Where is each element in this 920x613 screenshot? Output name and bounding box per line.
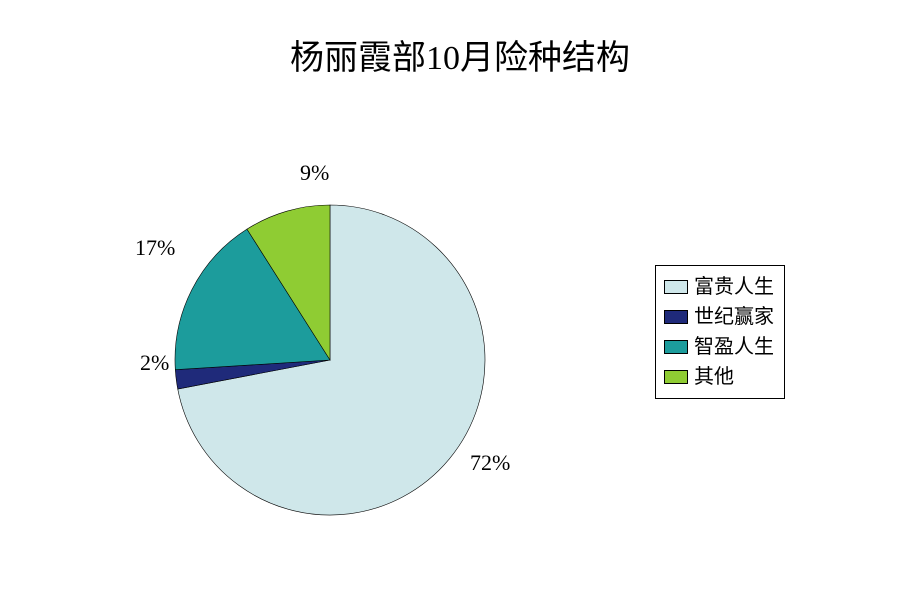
legend: 富贵人生世纪赢家智盈人生其他 [655, 265, 785, 399]
legend-label-3: 其他 [694, 362, 734, 392]
legend-item-2: 智盈人生 [664, 332, 774, 362]
legend-label-2: 智盈人生 [694, 332, 774, 362]
legend-swatch-0 [664, 280, 688, 294]
legend-label-1: 世纪赢家 [694, 302, 774, 332]
legend-item-1: 世纪赢家 [664, 302, 774, 332]
legend-item-3: 其他 [664, 362, 774, 392]
pie-label-3: 9% [300, 160, 329, 186]
legend-swatch-2 [664, 340, 688, 354]
pie-label-0: 72% [470, 450, 510, 476]
legend-label-0: 富贵人生 [694, 272, 774, 302]
legend-swatch-1 [664, 310, 688, 324]
legend-swatch-3 [664, 370, 688, 384]
pie-label-2: 17% [135, 235, 175, 261]
pie-label-1: 2% [140, 350, 169, 376]
legend-item-0: 富贵人生 [664, 272, 774, 302]
